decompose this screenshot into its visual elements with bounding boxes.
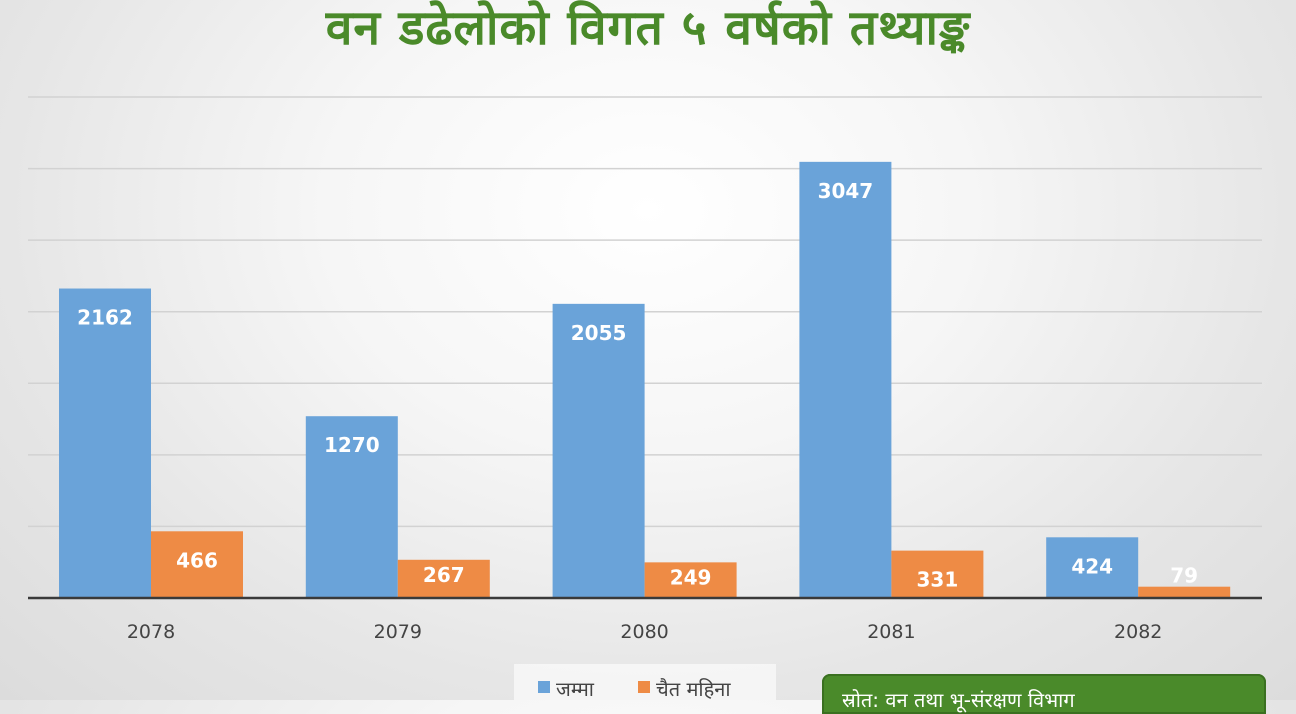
bar-total-2081 [799,161,892,598]
data-label-chaitra-2078: 466 [176,548,218,572]
x-tick-label-2082: 2082 [1114,621,1162,643]
x-tick-label-2078: 2078 [127,621,175,643]
bar-total-2079 [305,416,398,598]
data-label-chaitra-2082: 79 [1170,564,1198,588]
data-label-total-2080: 2055 [571,321,627,345]
data-label-chaitra-2080: 249 [670,565,712,589]
source-note-box: स्रोत: वन तथा भू-संरक्षण विभाग [822,674,1266,714]
bar-chaitra-2079 [397,559,490,598]
bar-chaitra-2082 [1138,586,1231,598]
data-label-total-2081: 3047 [818,179,874,203]
gridlines [28,96,1262,528]
data-labels: 2162 466 1270 267 2055 249 3047 331 424 79 [77,179,1198,592]
legend-swatch-chaitra [638,681,650,693]
bar-total-2078 [59,288,151,598]
chart-title: वन डढेलोको विगत ५ वर्षको तथ्याङ्क [325,0,971,56]
bar-total-2080 [552,303,645,598]
legend-label-total: जम्मा [556,677,595,700]
x-tick-label-2079: 2079 [374,621,422,643]
data-label-total-2078: 2162 [77,306,133,330]
legend-label-chaitra: चैत महिना [656,677,731,700]
bar-chaitra-2081 [891,550,984,598]
bars [59,161,1231,598]
bar-total-2082 [1046,537,1139,598]
x-axis: 2078 2079 2080 2081 2082 [28,596,1262,643]
data-label-total-2079: 1270 [324,433,380,457]
legend[interactable]: जम्मा चैत महिना [514,664,776,700]
x-tick-label-2080: 2080 [620,621,668,643]
bar-chaitra-2078 [151,531,243,598]
x-tick-label-2081: 2081 [867,621,915,643]
data-label-chaitra-2081: 331 [917,568,959,592]
bar-chaitra-2080 [644,562,737,598]
legend-swatch-total [538,681,550,693]
data-label-chaitra-2079: 267 [423,563,465,587]
data-label-total-2082: 424 [1071,554,1113,578]
